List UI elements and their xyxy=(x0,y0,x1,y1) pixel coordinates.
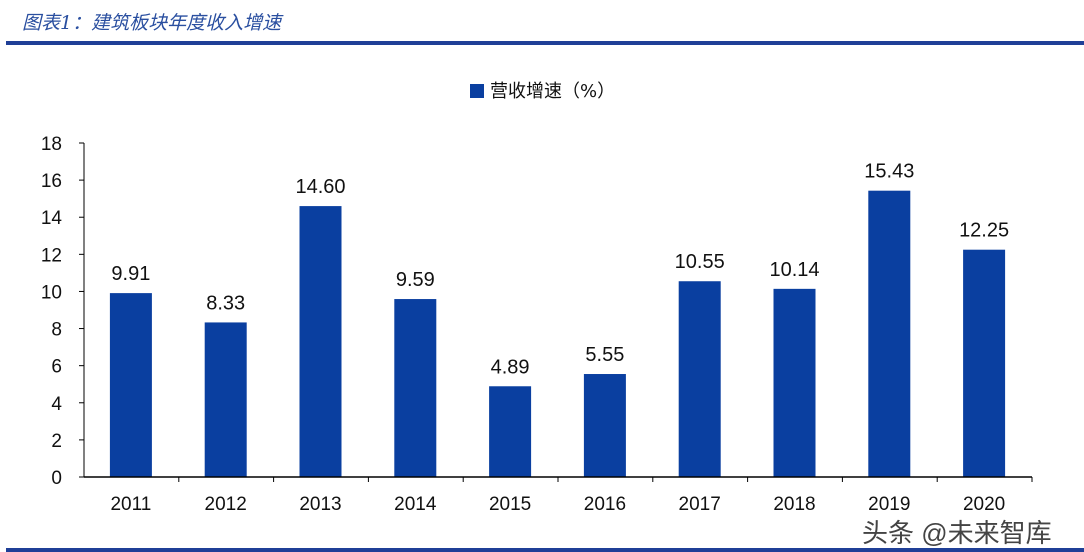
y-tick-label: 4 xyxy=(51,394,62,415)
bar xyxy=(299,206,342,478)
y-tick-label: 12 xyxy=(41,245,62,266)
x-tick-label: 2013 xyxy=(299,494,341,515)
data-label: 12.25 xyxy=(959,220,1009,242)
data-label: 15.43 xyxy=(864,161,914,183)
watermark: 头条 @未来智库 xyxy=(862,518,1052,548)
y-tick-label: 2 xyxy=(51,431,62,452)
bottom-divider xyxy=(6,548,1084,552)
data-label: 10.55 xyxy=(675,251,725,273)
legend-label: 营收增速（%） xyxy=(490,81,615,102)
bar xyxy=(204,322,247,477)
y-tick-label: 10 xyxy=(41,282,62,303)
x-tick-label: 2020 xyxy=(963,494,1005,515)
data-label: 5.55 xyxy=(585,344,624,366)
x-tick-label: 2015 xyxy=(489,494,531,515)
bar xyxy=(963,249,1006,477)
bar xyxy=(868,190,911,477)
legend-swatch xyxy=(470,84,484,98)
chart-title: 图表1：建筑板块年度收入增速 xyxy=(22,12,282,34)
bar xyxy=(394,299,437,477)
bar xyxy=(773,288,816,477)
x-tick-label: 2017 xyxy=(679,494,721,515)
x-tick-label: 2019 xyxy=(868,494,910,515)
x-tick-label: 2016 xyxy=(584,494,626,515)
data-label: 9.59 xyxy=(396,269,435,291)
y-tick-label: 6 xyxy=(51,357,62,378)
data-label: 9.91 xyxy=(111,263,150,285)
y-tick-label: 8 xyxy=(51,320,62,341)
bar xyxy=(489,386,532,477)
x-tick-label: 2018 xyxy=(773,494,815,515)
y-tick-label: 16 xyxy=(41,171,62,192)
bar xyxy=(678,281,721,477)
bar xyxy=(583,374,626,477)
x-tick-label: 2011 xyxy=(110,494,151,515)
y-tick-label: 18 xyxy=(41,134,62,155)
y-tick-label: 14 xyxy=(41,208,63,229)
x-tick-label: 2012 xyxy=(205,494,247,515)
data-label: 8.33 xyxy=(206,292,245,314)
data-label: 10.14 xyxy=(769,259,819,281)
data-label: 14.60 xyxy=(295,176,345,198)
title-divider xyxy=(6,41,1084,45)
y-tick-label: 0 xyxy=(51,468,62,489)
bar xyxy=(109,293,152,477)
data-label: 4.89 xyxy=(491,356,530,378)
x-tick-label: 2014 xyxy=(394,494,437,515)
